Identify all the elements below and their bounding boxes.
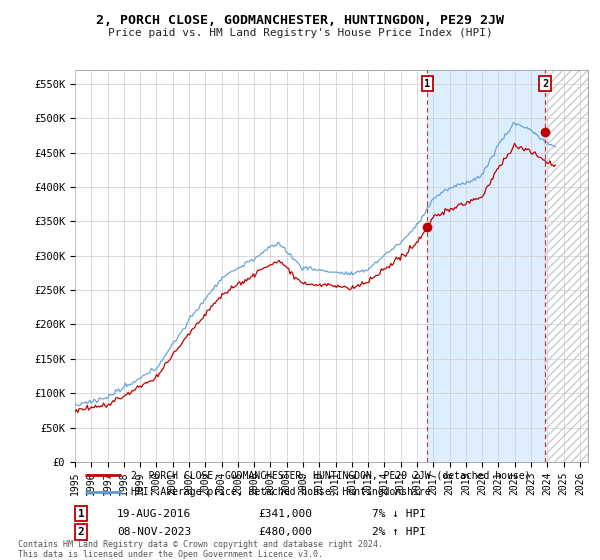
Text: Contains HM Land Registry data © Crown copyright and database right 2024.
This d: Contains HM Land Registry data © Crown c… xyxy=(18,540,383,559)
Text: 19-AUG-2016: 19-AUG-2016 xyxy=(117,508,191,519)
Text: 08-NOV-2023: 08-NOV-2023 xyxy=(117,527,191,537)
Bar xyxy=(545,70,588,462)
Text: Price paid vs. HM Land Registry's House Price Index (HPI): Price paid vs. HM Land Registry's House … xyxy=(107,28,493,38)
Text: £341,000: £341,000 xyxy=(258,508,312,519)
Text: 1: 1 xyxy=(424,79,430,88)
Text: 2: 2 xyxy=(77,527,85,537)
Bar xyxy=(545,70,588,462)
Bar xyxy=(427,70,545,462)
Text: 1: 1 xyxy=(77,508,85,519)
Text: 7% ↓ HPI: 7% ↓ HPI xyxy=(372,508,426,519)
Text: 2% ↑ HPI: 2% ↑ HPI xyxy=(372,527,426,537)
Text: 2, PORCH CLOSE, GODMANCHESTER, HUNTINGDON, PE29 2JW: 2, PORCH CLOSE, GODMANCHESTER, HUNTINGDO… xyxy=(96,14,504,27)
Text: HPI: Average price, detached house, Huntingdonshire: HPI: Average price, detached house, Hunt… xyxy=(131,487,431,497)
Text: £480,000: £480,000 xyxy=(258,527,312,537)
Text: 2, PORCH CLOSE, GODMANCHESTER, HUNTINGDON, PE29 2JW (detached house): 2, PORCH CLOSE, GODMANCHESTER, HUNTINGDO… xyxy=(131,470,531,480)
Text: 2: 2 xyxy=(542,79,548,88)
